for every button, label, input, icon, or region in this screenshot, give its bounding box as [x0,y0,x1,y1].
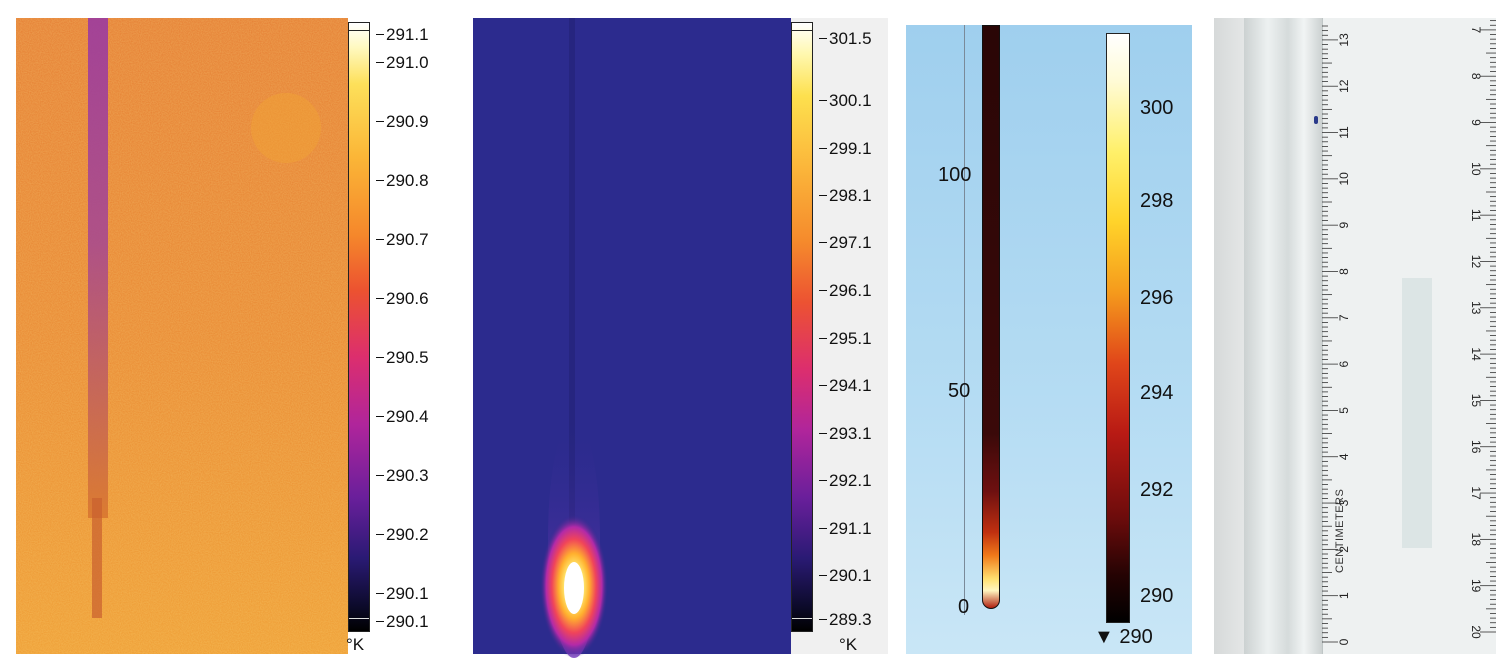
ruler-number: 10 [1337,172,1351,186]
tick-label: 300.1 [829,91,872,110]
ruler-number: 10 [1469,162,1483,176]
colorbar-tick-label: 298 [1140,190,1174,212]
tick-label: 292.1 [829,471,872,490]
ruler-number: 13 [1337,33,1351,47]
tick-label: 290.8 [386,171,429,190]
simulation-panel: 100 50 0 300 298 296 294 292 290 ▼ 290 [906,25,1192,654]
ruler-markings: 0123456789101112132019181716151413121110… [1322,20,1496,645]
axis-tick-label: 100 [938,164,972,186]
glass-tube [1244,18,1324,654]
ruler-number: 12 [1337,79,1351,93]
min-value-marker: ▼ 290 [1094,626,1153,648]
tick-label: 291.1 [829,519,872,538]
thermal-panel-2: 301.5 300.1 299.1 298.1 297.1 296.1 295.… [473,18,893,658]
tick-label: 290.3 [386,466,429,485]
ruler-number: 16 [1469,440,1483,454]
tick-label: 296.1 [829,281,872,300]
colorbar-tick-label: 292 [1140,479,1174,501]
unit-label-1: °K [346,635,365,654]
unit-label-2: °K [839,635,858,654]
ruler-number: 7 [1469,27,1483,34]
tick-label: 299.1 [829,139,872,158]
ruler-number: 20 [1469,625,1483,639]
tick-label: 290.5 [386,348,429,367]
ruler-number: 7 [1337,314,1351,321]
colorbar-1 [348,22,370,632]
tick-label: 289.3 [829,610,872,629]
ruler-number: 11 [1469,209,1483,222]
tick-label: 301.5 [829,29,872,48]
ruler-number: 14 [1469,347,1483,361]
tick-label: 290.6 [386,289,429,308]
ruler-number: 12 [1469,255,1483,269]
ruler-number: 9 [1469,119,1483,126]
pen-mark [1314,116,1318,124]
thermal-image-1 [16,18,348,654]
tick-label: 291.1 [386,25,429,44]
colorbar-2-ticks: 301.5 300.1 299.1 298.1 297.1 296.1 295.… [819,18,899,654]
ruler-number: 6 [1337,360,1351,367]
tick-label: 298.1 [829,186,872,205]
ruler-number: 15 [1469,394,1483,408]
ruler-number: 3 [1337,499,1351,506]
colorbar-tick-label: 290 [1140,585,1174,607]
tick-label: 290.1 [386,584,429,603]
ruler-number: 1 [1337,592,1351,599]
colorbar-2 [791,22,813,632]
colorbar-3 [1106,33,1130,623]
ruler-number: 19 [1469,579,1483,593]
tick-label: 294.1 [829,376,872,395]
tick-label: 290.9 [386,112,429,131]
ruler-photo: 0 1 2 3 4 5 6 7 8 9 10 11 12 13 20 19 18 17 16 15 14 13 12 11 10… [1214,18,1496,654]
vertical-axis-line [964,25,965,615]
ruler-number: 2 [1337,546,1351,553]
tick-label: 293.1 [829,424,872,443]
ruler-number: 11 [1337,126,1351,139]
ruler-number: 17 [1469,486,1483,500]
thermal-panel-1: 291.1 291.0 290.9 290.8 290.7 290.6 290.… [16,18,456,654]
ruler-number: 8 [1337,268,1351,275]
heated-rod [982,25,1000,609]
ruler-number: 9 [1337,222,1351,229]
tick-label: 290.2 [386,525,429,544]
tick-label: 290.4 [386,407,429,426]
tick-label: 291.0 [386,53,429,72]
tick-label: 290.1 [829,566,872,585]
colorbar-1-ticks: 291.1 291.0 290.9 290.8 290.7 290.6 290.… [376,18,456,654]
ruler-label: CENTIMETERS [1334,488,1346,573]
ruler-number: 4 [1337,453,1351,460]
ruler-number: 5 [1337,407,1351,414]
colorbar-tick-label: 296 [1140,287,1174,309]
ruler-number: 13 [1469,301,1483,315]
axis-tick-label: 50 [948,380,971,402]
tick-label: 290.1 [386,612,429,631]
ruler-number: 18 [1469,533,1483,547]
axis-tick-label: 0 [958,596,970,618]
ruler-number: 8 [1469,73,1483,80]
colorbar-tick-label: 294 [1140,382,1174,404]
tick-label: 295.1 [829,329,872,348]
tick-label: 290.7 [386,230,429,249]
thermal-image-2 [473,18,791,658]
colorbar-tick-label: 300 [1140,97,1174,119]
tick-label: 297.1 [829,233,872,252]
ruler-number: 0 [1337,638,1351,645]
